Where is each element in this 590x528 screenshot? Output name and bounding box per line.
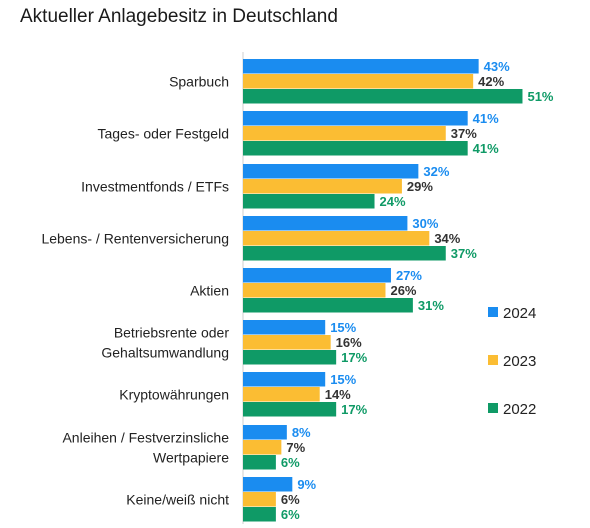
category-label: Sparbuch — [169, 73, 229, 89]
chart-title: Aktueller Anlagebesitz in Deutschland — [20, 6, 338, 27]
value-label: 29% — [407, 179, 433, 194]
bar-2022 — [243, 507, 276, 522]
value-label: 15% — [330, 320, 356, 335]
value-label: 6% — [281, 507, 300, 522]
value-label: 37% — [451, 126, 477, 141]
legend-swatch-2023 — [488, 355, 498, 365]
value-label: 30% — [412, 216, 438, 231]
value-label: 17% — [341, 402, 367, 417]
category-label: Investmentfonds / ETFs — [81, 178, 229, 194]
value-label: 7% — [286, 440, 305, 455]
bar-2022 — [243, 89, 523, 104]
value-label: 27% — [396, 268, 422, 283]
bar-2022 — [243, 141, 468, 156]
bar-2023 — [243, 231, 430, 246]
value-label: 16% — [336, 335, 362, 350]
value-label: 41% — [473, 141, 499, 156]
value-label: 31% — [418, 298, 444, 313]
value-label: 32% — [423, 164, 449, 179]
bar-2022 — [243, 402, 337, 417]
value-label: 9% — [297, 477, 316, 492]
bar-2022 — [243, 298, 413, 313]
bar-2022 — [243, 455, 276, 470]
value-label: 6% — [281, 492, 300, 507]
bar-2023 — [243, 335, 331, 350]
legend-swatch-2024 — [488, 307, 498, 317]
legend-swatch-2022 — [488, 403, 498, 413]
category-label: Lebens- / Rentenversicherung — [41, 230, 229, 246]
value-label: 42% — [478, 74, 504, 89]
category-label: Anleihen / Festverzinsliche Wertpapiere — [62, 429, 229, 465]
value-label: 15% — [330, 372, 356, 387]
value-label: 34% — [434, 231, 460, 246]
bar-2023 — [243, 126, 446, 141]
value-label: 6% — [281, 455, 300, 470]
bar-2023 — [243, 283, 386, 298]
bar-2023 — [243, 179, 402, 194]
bar-2022 — [243, 194, 375, 209]
category-label: Keine/weiß nicht — [126, 491, 229, 507]
value-label: 43% — [484, 59, 510, 74]
category-label: Betriebsrente oder Gehaltsumwandlung — [101, 324, 229, 360]
category-label: Kryptowährungen — [119, 386, 229, 402]
value-label: 14% — [325, 387, 351, 402]
bar-2024 — [243, 164, 419, 179]
bar-2024 — [243, 425, 287, 440]
bar-2024 — [243, 320, 326, 335]
bar-2023 — [243, 440, 282, 455]
legend-label-2022: 2022 — [503, 401, 536, 418]
bar-2024 — [243, 477, 293, 492]
value-label: 26% — [390, 283, 416, 298]
bar-2024 — [243, 372, 326, 387]
bar-2022 — [243, 350, 337, 365]
value-label: 17% — [341, 350, 367, 365]
bar-2024 — [243, 268, 391, 283]
value-label: 41% — [473, 111, 499, 126]
value-label: 8% — [292, 425, 311, 440]
legend-label-2024: 2024 — [503, 305, 536, 322]
bar-2023 — [243, 492, 276, 507]
value-label: 24% — [380, 194, 406, 209]
bar-2024 — [243, 216, 408, 231]
value-label: 51% — [527, 89, 553, 104]
bar-2024 — [243, 111, 468, 126]
bar-2023 — [243, 387, 320, 402]
bar-2023 — [243, 74, 474, 89]
category-label: Tages- oder Festgeld — [97, 125, 229, 141]
legend-label-2023: 2023 — [503, 353, 536, 370]
bar-2022 — [243, 246, 446, 261]
category-label: Aktien — [190, 282, 229, 298]
bar-2024 — [243, 59, 479, 74]
value-label: 37% — [451, 246, 477, 261]
